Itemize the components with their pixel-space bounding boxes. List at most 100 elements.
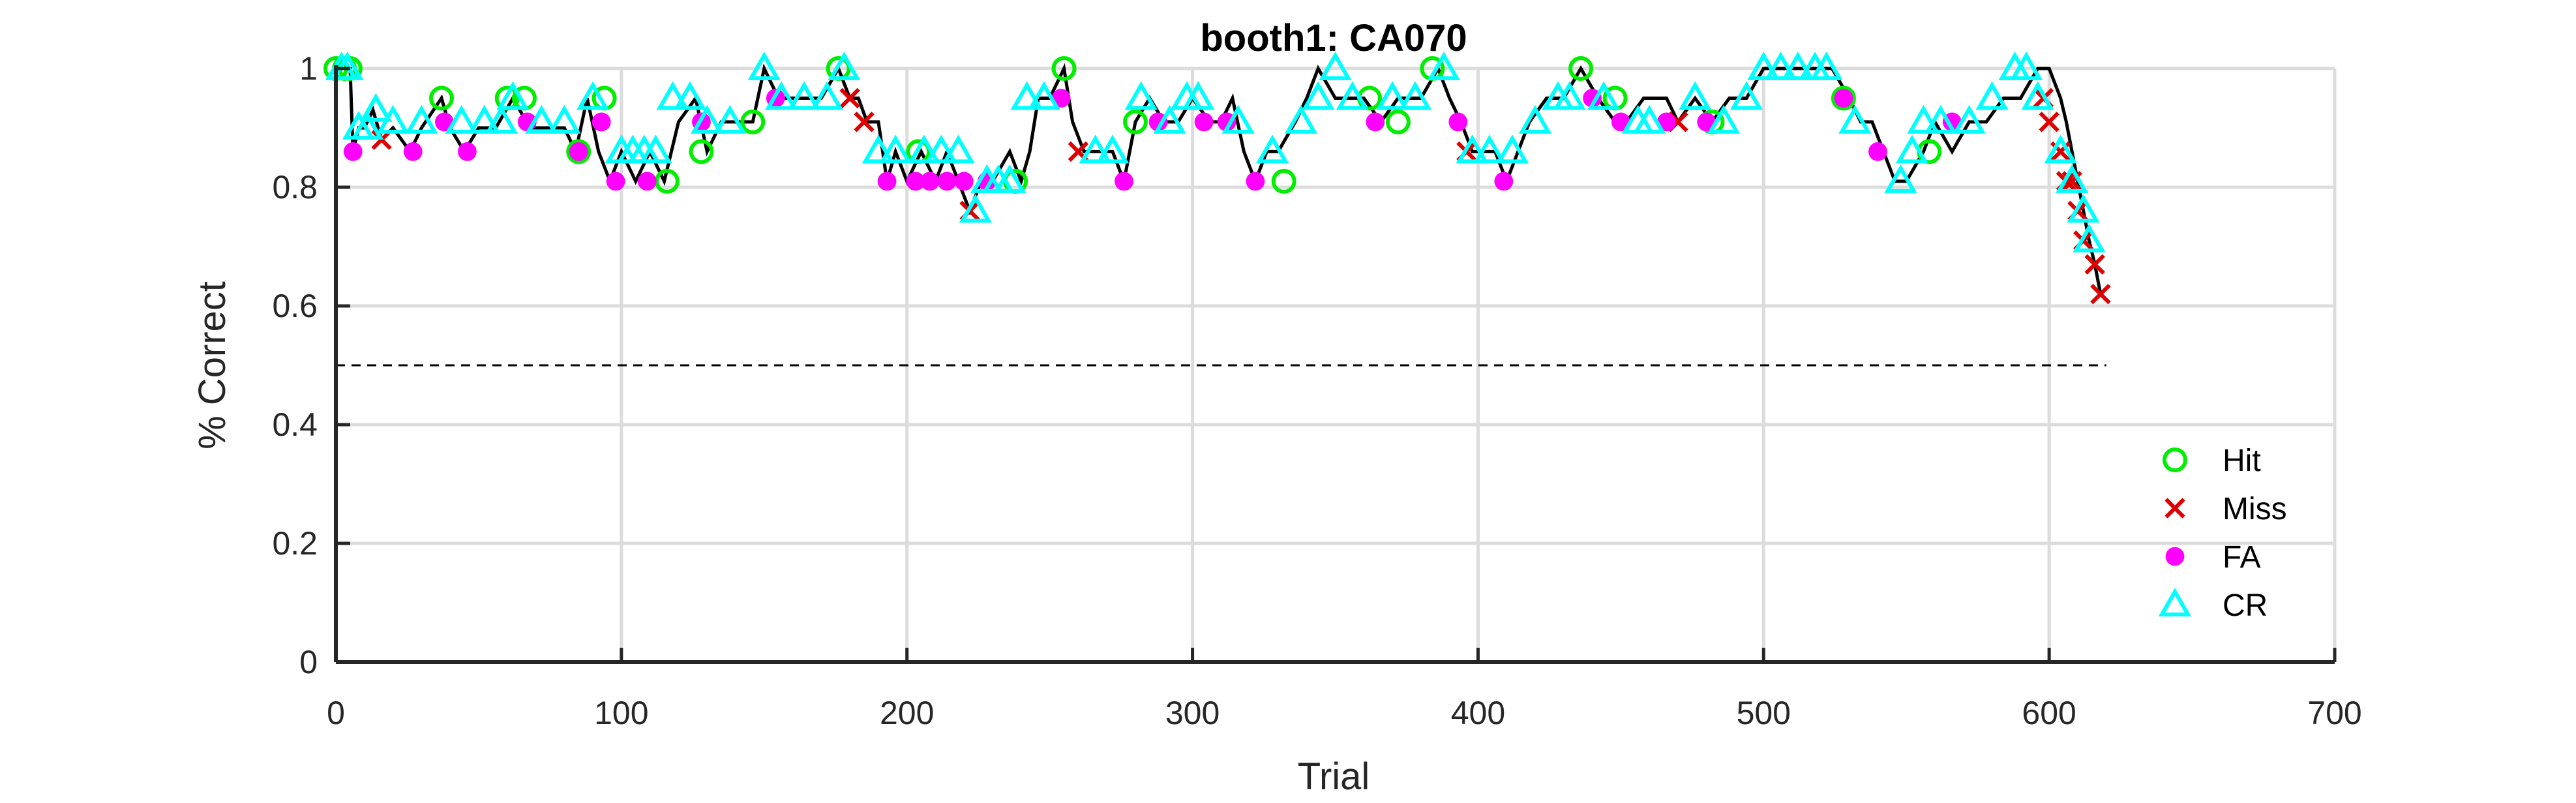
- cr-marker: [1319, 51, 1352, 80]
- miss-marker: [2090, 284, 2111, 305]
- miss-marker: [854, 112, 875, 132]
- cr-marker: [713, 104, 747, 134]
- cr-marker: [548, 104, 581, 134]
- cr-marker: [1884, 164, 1917, 193]
- cr-marker: [1221, 104, 1255, 134]
- cr-marker: [1707, 104, 1741, 134]
- tick-labels: 0 100 200 300 400 500 600 700 0 0.2 0.4 0.6 0.8 1: [272, 50, 2361, 731]
- cr-marker: [1907, 104, 1940, 134]
- cr-marker: [525, 104, 558, 134]
- fa-marker: [637, 172, 657, 191]
- cr-marker: [1810, 51, 1843, 80]
- miss-marker: [2039, 112, 2059, 132]
- cr-marker: [1096, 134, 1130, 164]
- cr-marker: [656, 81, 689, 110]
- miss-marker-stroke-b: [2039, 112, 2059, 132]
- legend: Hit Miss FA CR: [2158, 444, 2287, 623]
- cr-marker: [1124, 81, 1158, 110]
- fa-marker: [1246, 172, 1265, 191]
- cr-marker: [925, 134, 958, 164]
- cr-marker: [359, 93, 393, 122]
- cr-marker: [1781, 51, 1814, 80]
- cr-marker: [1975, 81, 2009, 110]
- cr-marker: [1456, 134, 1489, 164]
- fa-marker: [937, 172, 957, 191]
- cr-marker: [405, 104, 438, 134]
- cr-marker: [787, 81, 821, 110]
- hit-marker: [654, 168, 680, 194]
- hit-marker: [1831, 85, 1856, 111]
- cr-marker: [691, 104, 724, 134]
- cr-marker: [1924, 104, 1957, 134]
- cr-marker: [861, 134, 895, 164]
- hit-marker: [1385, 109, 1411, 134]
- cr-marker: [496, 81, 530, 110]
- cr-marker: [1747, 51, 1780, 80]
- legend-fa-marker: [2165, 547, 2185, 566]
- hit-marker: [740, 109, 766, 134]
- cr-marker: [673, 81, 707, 110]
- fa-marker: [906, 172, 925, 191]
- hit-marker: [566, 139, 592, 164]
- cr-marker: [2044, 134, 2077, 164]
- legend-label-fa: FA: [2223, 540, 2261, 575]
- hit-marker: [1271, 168, 1296, 194]
- x-tick-label: 700: [2307, 695, 2361, 731]
- cr-marker: [1027, 81, 1061, 110]
- cr-marker: [1587, 81, 1621, 110]
- miss-marker-stroke-b: [854, 112, 875, 132]
- x-tick-label: 200: [880, 695, 934, 731]
- cr-marker: [993, 164, 1026, 193]
- hit-marker: [1123, 109, 1148, 134]
- x-tick-label: 0: [327, 695, 345, 731]
- fa-marker: [1834, 89, 1853, 108]
- fa-marker: [1868, 142, 1887, 161]
- cr-marker: [2056, 164, 2089, 193]
- x-tick-label: 300: [1165, 695, 1220, 731]
- y-tick-label: 1: [299, 50, 318, 87]
- cr-marker: [376, 104, 410, 134]
- cr-marker: [879, 134, 912, 164]
- cr-marker: [1730, 81, 1763, 110]
- legend-hit-marker: [2163, 447, 2187, 472]
- y-axis-label: % Correct: [191, 281, 233, 449]
- chart-title: booth1: CA070: [1200, 17, 1467, 59]
- cr-marker: [445, 104, 478, 134]
- cr-marker: [1953, 104, 1986, 134]
- fa-marker: [1194, 112, 1214, 132]
- cr-marker: [1495, 134, 1529, 164]
- fa-marker: [592, 112, 611, 132]
- legend-cr-marker: [2158, 587, 2192, 616]
- hit-marker: [1051, 56, 1077, 81]
- legend-miss-marker-stroke-b: [2164, 498, 2185, 519]
- x-tick-label: 600: [2022, 695, 2076, 731]
- cr-marker: [2073, 223, 2106, 252]
- cr-marker: [1398, 81, 1432, 110]
- axes: [334, 65, 2337, 664]
- hit-marker: [429, 85, 455, 111]
- cr-marker: [1679, 81, 1712, 110]
- cr-marker: [485, 104, 518, 134]
- cr-marker: [350, 110, 384, 140]
- fa-marker: [920, 172, 940, 191]
- fa-marker: [1657, 112, 1676, 132]
- fa-marker: [1697, 112, 1716, 132]
- legend-label-miss: Miss: [2223, 492, 2287, 526]
- cr-marker: [1553, 81, 1586, 110]
- cr-marker: [1473, 134, 1506, 164]
- cr-marker: [1302, 81, 1335, 110]
- x-axis-label: Trial: [1298, 755, 1370, 798]
- trial-markers: [323, 51, 2111, 305]
- cr-marker: [828, 51, 861, 80]
- fa-marker: [569, 142, 588, 161]
- cr-marker: [1182, 81, 1215, 110]
- fa-marker: [458, 142, 477, 161]
- cr-marker: [1838, 104, 1872, 134]
- cr-marker: [1153, 104, 1186, 134]
- fa-marker: [1115, 172, 1133, 191]
- fa-marker: [954, 172, 974, 191]
- cr-marker: [1375, 81, 1409, 110]
- cr-marker: [468, 104, 501, 134]
- x-tick-label: 400: [1451, 695, 1505, 731]
